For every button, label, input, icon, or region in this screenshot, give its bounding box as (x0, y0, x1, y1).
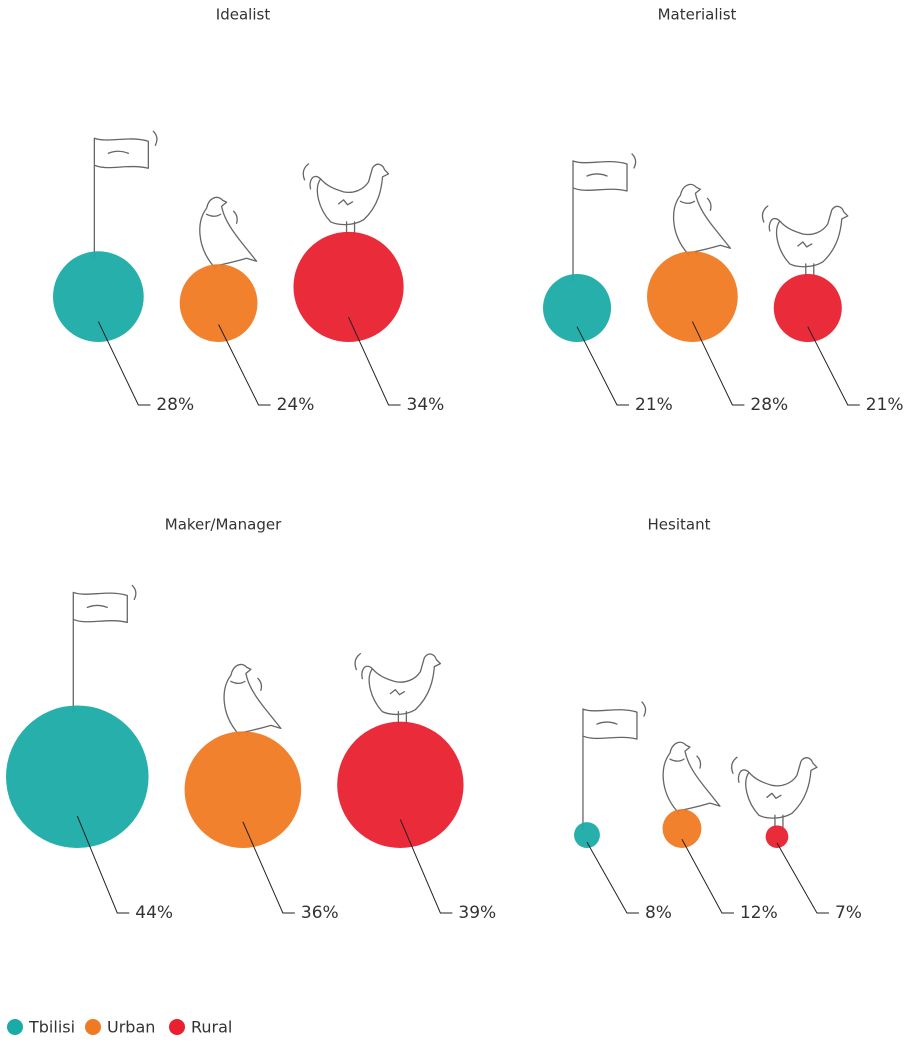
rooster-icon (302, 163, 390, 235)
value-label: 21% (635, 395, 673, 415)
rooster-icon (354, 652, 442, 725)
value-label: 21% (866, 395, 904, 415)
leader-line (691, 321, 745, 406)
pigeon-icon (199, 196, 258, 270)
panel: Hesitant 8% 12% 7% (574, 516, 862, 923)
leader-line (242, 821, 295, 914)
rooster-icon (761, 205, 849, 277)
panel-title: Hesitant (648, 516, 711, 534)
legend-swatch (169, 1019, 185, 1035)
leader-line (399, 819, 453, 914)
bubble (574, 822, 600, 848)
leader-line (576, 326, 630, 406)
legend-label: Rural (191, 1018, 232, 1037)
bubble (53, 251, 144, 342)
value-label: 44% (135, 903, 173, 923)
leader-line (681, 839, 734, 914)
panel: Idealist 28% 24% 34% (53, 6, 445, 415)
panel-title: Maker/Manager (165, 516, 282, 534)
bubble (293, 231, 404, 342)
flag-icon (572, 153, 637, 282)
bubble (337, 721, 464, 848)
value-label: 7% (835, 903, 862, 923)
flag-icon (93, 130, 158, 259)
panel: Materialist 21% 28% 21% (543, 6, 904, 415)
panel: Maker/Manager 44% 36% 39% (6, 516, 496, 923)
pigeon-icon (672, 183, 732, 257)
leader-line (586, 841, 639, 914)
bubble (662, 809, 702, 848)
pigeon-icon (662, 741, 721, 815)
pigeon-icon (223, 663, 282, 738)
value-label: 8% (645, 903, 672, 923)
leader-line (348, 317, 401, 406)
value-label: 12% (740, 903, 778, 923)
bubble (773, 273, 842, 343)
legend-swatch (7, 1019, 23, 1035)
value-label: 28% (750, 395, 788, 415)
value-label: 28% (156, 395, 194, 415)
flag-icon (582, 701, 647, 830)
bubble (765, 825, 789, 848)
value-label: 24% (277, 395, 315, 415)
leader-line (76, 815, 130, 914)
bubble (179, 264, 258, 342)
panel-title: Materialist (658, 6, 737, 24)
leader-line (97, 321, 151, 406)
bubble (543, 273, 612, 343)
bubble (6, 705, 149, 848)
flag-icon (72, 584, 137, 714)
bubble (184, 731, 302, 848)
bubble (647, 251, 738, 342)
value-label: 36% (301, 903, 339, 923)
value-label: 34% (407, 395, 445, 415)
leader-line (776, 842, 829, 914)
value-label: 39% (458, 903, 496, 923)
legend-label: Tbilisi (28, 1018, 75, 1037)
rooster-icon (730, 756, 818, 828)
leader-line (218, 324, 271, 406)
panel-title: Idealist (216, 6, 271, 24)
legend-swatch (85, 1019, 101, 1035)
leader-line (807, 326, 860, 406)
legend: Tbilisi Urban Rural (7, 1018, 232, 1037)
legend-label: Urban (107, 1018, 155, 1037)
